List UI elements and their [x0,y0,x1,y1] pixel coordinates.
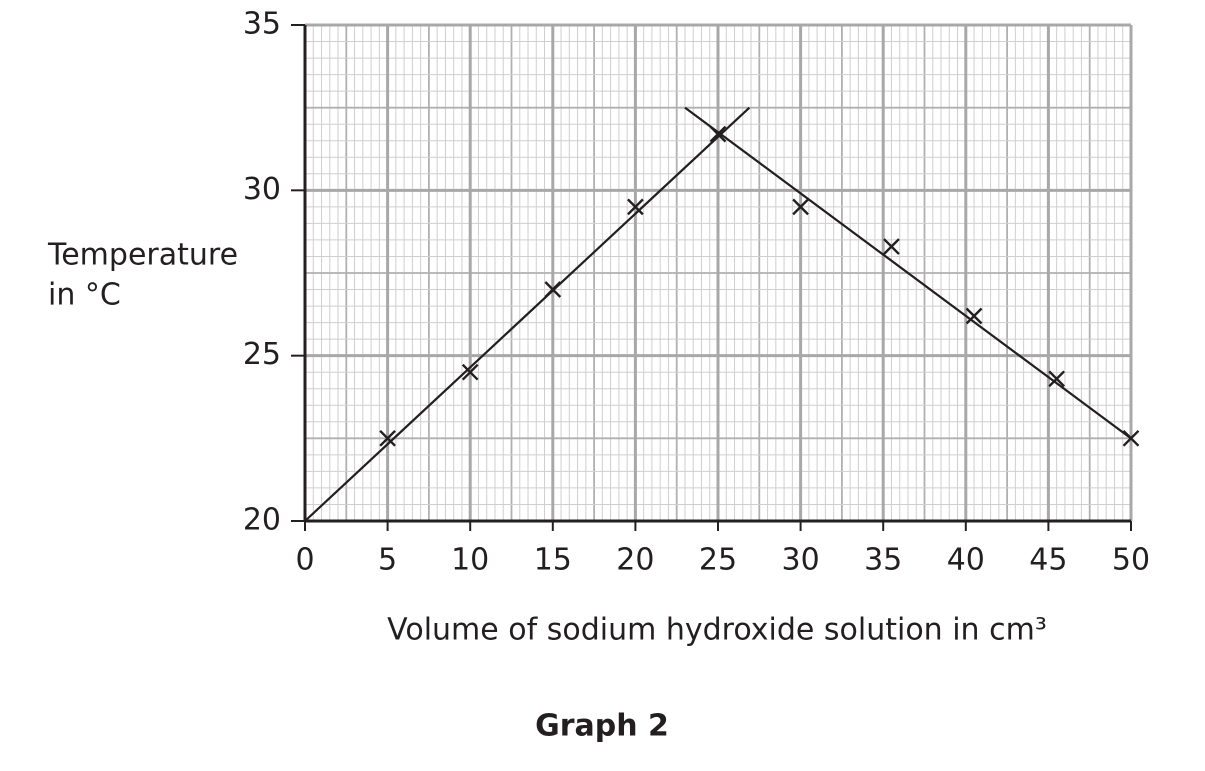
fit-line [684,106,1132,440]
x-tick-label: 35 [864,543,902,578]
x-tick-label: 20 [616,543,654,578]
caption: Graph 2 [535,709,669,744]
data-point [379,429,396,447]
x-tick-label: 5 [378,543,397,578]
x-tick-label: 0 [295,543,314,578]
fit-line [304,106,751,522]
data-point [965,307,983,325]
data-point [792,198,809,216]
data-point [627,198,644,216]
x-tick-label: 30 [782,543,820,578]
x-tick-label: 40 [947,543,985,578]
y-axis-label: in °C [48,278,121,313]
x-tick-label: 50 [1112,543,1150,578]
y-axis-label: Temperature [47,238,238,273]
x-tick-label: 25 [699,543,737,578]
data-point [883,238,900,255]
y-tick-label: 35 [243,7,281,42]
y-tick-label: 25 [243,337,281,372]
x-tick-label: 45 [1029,543,1067,578]
data-point [461,363,479,381]
y-tick-label: 20 [243,503,281,538]
data-point [1048,370,1066,388]
x-axis-label: Volume of sodium hydroxide solution in c… [387,613,1047,648]
x-tick-label: 15 [534,543,572,578]
x-tick-label: 10 [451,543,489,578]
y-tick-label: 30 [243,172,281,207]
